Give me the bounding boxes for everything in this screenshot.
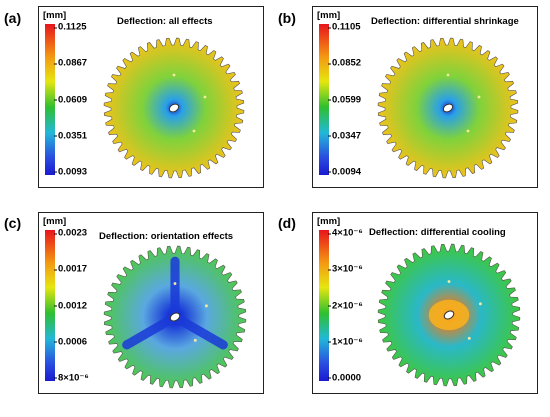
unit-label: [mm]	[317, 216, 341, 227]
panel-title: Deflection: differential shrinkage	[371, 16, 519, 27]
tick-label: 1×10⁻⁶	[328, 336, 363, 348]
panel-b-tag: (b)	[278, 10, 296, 26]
tick-label: 8×10⁻⁶	[54, 372, 89, 384]
color-scale-bar	[45, 24, 55, 175]
pin-marker	[173, 282, 177, 285]
low-deflection-band	[170, 312, 228, 350]
pin-marker	[205, 304, 208, 308]
panel-a-tag: (a)	[4, 10, 22, 26]
color-scale-bar	[319, 24, 329, 175]
tick-label: 0.0006	[53, 336, 88, 348]
gear-contour-plot	[377, 243, 521, 387]
center-hole	[443, 310, 455, 320]
panel-d-tag: (d)	[278, 215, 296, 231]
tick-label: 0.0867	[53, 57, 88, 69]
tick-label: 0.0017	[53, 263, 88, 275]
pin-marker	[447, 280, 451, 283]
tick-label: 4×10⁻⁶	[328, 227, 363, 239]
tick-label: 0.0023	[53, 227, 88, 239]
tick-label: 0.0351	[53, 130, 88, 142]
gear-contour-plot	[377, 37, 519, 179]
tick-label: 0.0609	[53, 94, 88, 105]
color-scale-bar	[45, 230, 55, 381]
tick-label: 0.0852	[327, 57, 362, 69]
gear-contour-plot	[103, 245, 247, 389]
pin-marker	[479, 302, 482, 306]
pin-marker	[192, 129, 196, 133]
tick-label: 0.0599	[327, 94, 362, 105]
center-hole	[169, 312, 181, 322]
unit-label: [mm]	[43, 216, 67, 227]
center-hole	[442, 103, 454, 113]
pin-marker	[446, 73, 450, 77]
pin-marker	[477, 95, 481, 99]
color-scale-bar	[319, 230, 329, 381]
pin-marker	[203, 95, 207, 99]
tick-label: 3×10⁻⁶	[328, 263, 363, 275]
tick-label: 0.0094	[327, 166, 362, 178]
pin-marker	[467, 336, 471, 340]
panel-title: Deflection: differential cooling	[369, 227, 506, 238]
pin-marker	[466, 129, 470, 133]
unit-label: [mm]	[317, 10, 341, 21]
panel-title: Deflection: all effects	[117, 16, 213, 27]
tick-label: 2×10⁻⁶	[328, 300, 363, 311]
tick-label: 0.1125	[54, 21, 87, 33]
tick-label: 0.0093	[53, 166, 88, 178]
tick-label: 0.0012	[53, 300, 88, 311]
panel-title: Deflection: orientation effects	[99, 231, 234, 242]
pin-marker	[193, 338, 197, 342]
panel-c-tag: (c)	[4, 215, 22, 231]
panel-a: [mm] Deflection: all effects 0.1125 0.08…	[38, 6, 264, 188]
panel-c: [mm] Deflection: orientation effects 0.0…	[38, 212, 264, 394]
panel-d: [mm] Deflection: differential cooling 4×…	[312, 212, 538, 394]
center-hole	[168, 103, 180, 113]
pin-marker	[172, 73, 176, 77]
tick-label: 0.0347	[327, 130, 362, 142]
tick-label: 0.0000	[327, 372, 362, 384]
low-deflection-band	[122, 312, 180, 350]
unit-label: [mm]	[43, 10, 67, 21]
gear-contour-plot	[103, 37, 245, 179]
panel-b: [mm] Deflection: differential shrinkage …	[312, 6, 538, 188]
tick-label: 0.1105	[328, 21, 361, 33]
